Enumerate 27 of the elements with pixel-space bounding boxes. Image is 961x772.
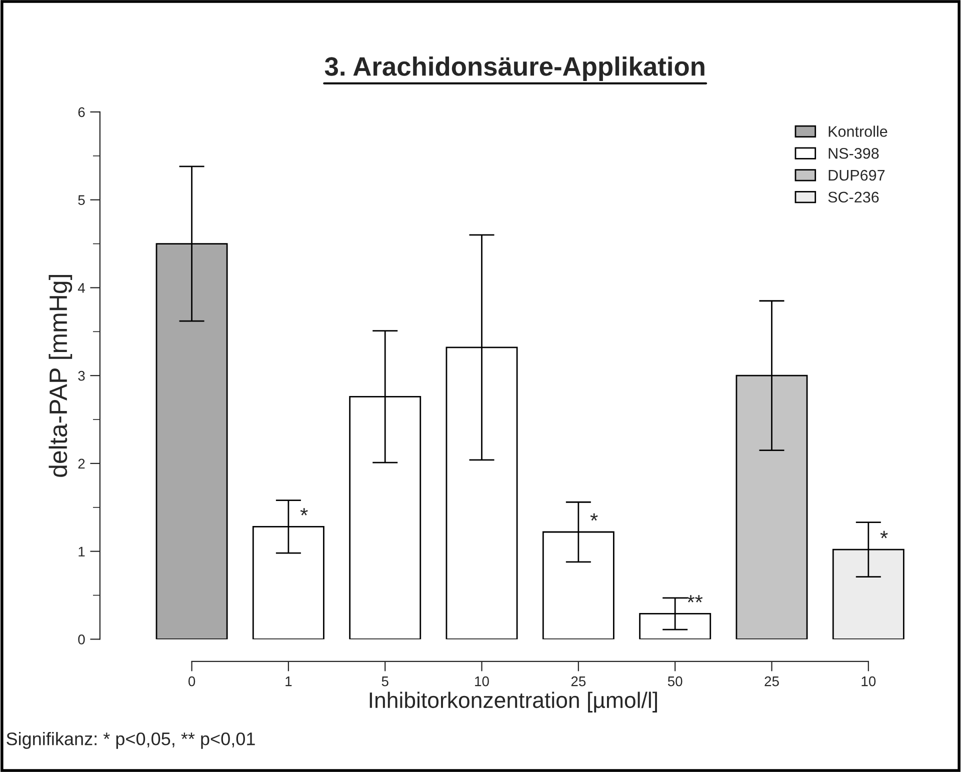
x-tick-label: 5 [382,676,388,686]
x-tick-label: 25 [764,676,779,686]
data-label: * [880,530,888,538]
x-tick-label: 0 [188,676,196,686]
y-axis-title: delta-PAP [mmHg] [48,274,72,477]
y-tick-label: 6 [78,107,85,118]
y-tick-label: 4 [78,283,85,293]
y-tick-label: 0 [78,634,85,644]
y-tick-label: 3 [78,370,85,381]
text: Signifikanz: * p<0,05, ** p<0,01 [6,732,255,749]
data-label: * [300,508,308,516]
data-label: * [590,513,598,521]
y-tick-label: 5 [78,195,85,205]
legend-label: NS-398 [828,148,879,159]
data-label: ** [687,595,703,602]
legend-label: DUP697 [828,170,885,181]
x-tick-label: 1 [286,676,292,686]
x-tick-label: 25 [571,676,586,686]
y-tick-label: 1 [78,546,85,556]
x-tick-label: 50 [668,676,682,686]
legend-label: Kontrolle [828,126,888,137]
y-tick-label: 2 [78,458,85,468]
chart-title: 3. Arachidonsäure-Applikation [324,56,704,82]
x-tick-label: 10 [475,676,489,686]
x-axis-title: Inhibitorkonzentration [µmol/l] [370,692,657,712]
x-tick-label: 10 [862,676,876,686]
legend-label: SC-236 [828,192,879,203]
